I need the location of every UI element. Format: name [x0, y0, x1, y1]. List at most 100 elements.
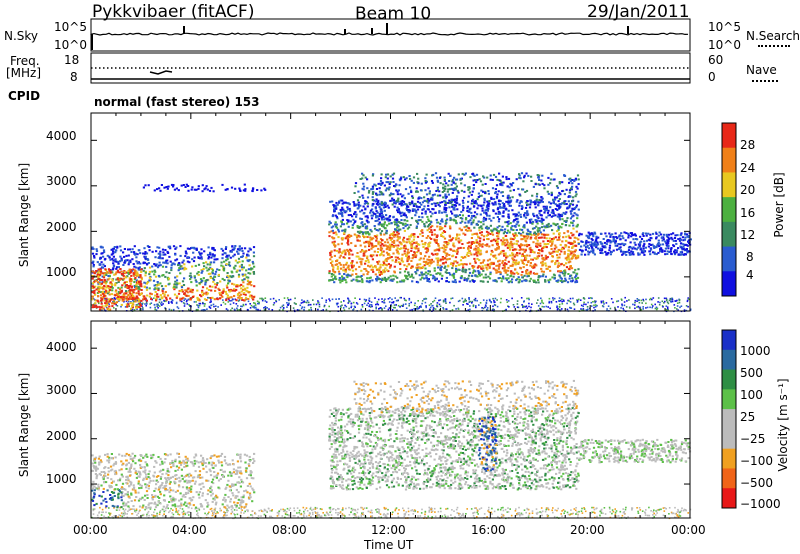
- power-cell-ground: [555, 301, 558, 303]
- power-cell-early: [177, 269, 180, 272]
- power-cell-upper: [568, 195, 571, 198]
- power-cell-main: [470, 221, 473, 224]
- power-cell-main: [488, 266, 491, 269]
- power-cell-red-early: [137, 300, 140, 303]
- power-cell-ground: [245, 303, 247, 306]
- power-cell-main: [411, 280, 414, 283]
- power-cell-main: [564, 277, 567, 280]
- power-cell-main: [515, 229, 518, 231]
- power-cell-main: [523, 244, 526, 247]
- power-cell-main: [339, 225, 342, 228]
- power-cell-main: [466, 251, 469, 254]
- power-cell-main: [354, 268, 358, 271]
- power-cell-main: [530, 258, 533, 261]
- power-cell-red-early: [114, 294, 117, 297]
- power-cell-main: [517, 224, 521, 227]
- power-cell-early: [227, 289, 231, 292]
- power-cell-ground: [496, 305, 499, 308]
- power-cell-main: [491, 230, 494, 233]
- power-cell-ground: [528, 305, 530, 308]
- power-cell-main: [452, 242, 455, 245]
- power-cell-upper: [501, 184, 504, 187]
- power-cell-main: [505, 278, 509, 281]
- power-cell-early: [117, 281, 120, 283]
- power-cell-main: [402, 236, 406, 239]
- power-cell-early: [252, 251, 255, 254]
- power-cell-early: [135, 266, 138, 269]
- power-cell-ground: [408, 299, 411, 301]
- power-cell-main: [533, 281, 536, 283]
- power-cell-early: [228, 261, 231, 264]
- power-cell-main: [481, 243, 484, 246]
- power-cell-main: [570, 232, 573, 234]
- power-cell-main: [477, 243, 481, 246]
- power-cell-main: [341, 277, 344, 280]
- power-cell-early: [103, 251, 106, 254]
- power-cell-ground: [157, 307, 159, 309]
- power-cell-main: [550, 240, 553, 243]
- power-cell-main: [390, 245, 393, 248]
- power-cell-upper: [501, 195, 505, 197]
- power-cell-main: [562, 272, 565, 275]
- power-cell-upper: [483, 197, 486, 200]
- power-cell-main: [568, 204, 571, 207]
- power-cell-main: [512, 253, 515, 256]
- power-cell-main: [359, 210, 362, 213]
- power-cell-main: [498, 230, 501, 233]
- power-cell-main: [385, 280, 388, 282]
- power-cell-main: [337, 270, 341, 273]
- power-cell-main: [474, 260, 477, 263]
- power-cell-ground: [626, 300, 628, 302]
- power-cell-upper: [530, 180, 533, 182]
- power-cell-main: [532, 220, 535, 223]
- power-cell-main: [331, 215, 334, 218]
- power-cell-ground: [543, 306, 545, 308]
- power-cell-red-early: [136, 305, 139, 308]
- power-cell-early: [206, 263, 209, 266]
- power-cell-ground: [231, 307, 233, 310]
- power-cell-red-early: [140, 289, 143, 291]
- power-cell-early: [181, 290, 184, 293]
- power-cell-early: [155, 297, 158, 300]
- power-cell-main: [503, 254, 506, 257]
- power-cell-ground: [212, 303, 215, 306]
- power-cell-ground: [482, 299, 485, 301]
- power-cell-main: [400, 204, 403, 207]
- power-cell-early: [159, 257, 162, 260]
- power-cell-ground: [242, 303, 245, 306]
- power-cell-ground: [516, 303, 519, 305]
- power-cell-main: [403, 264, 406, 267]
- power-cell-main: [570, 221, 573, 224]
- power-cell-main: [413, 251, 416, 254]
- power-cell-ground: [576, 300, 579, 302]
- power-cell-red-early: [93, 292, 96, 295]
- power-cell-ground: [390, 305, 393, 307]
- power-cell-main: [563, 232, 566, 235]
- power-cell-main: [350, 249, 353, 252]
- power-cell-main: [542, 245, 545, 248]
- power-cell-early: [143, 247, 146, 250]
- power-cell-main: [480, 273, 483, 276]
- power-cell-early: [158, 261, 161, 264]
- power-cell-early: [135, 260, 138, 263]
- power-cell-main: [328, 220, 331, 223]
- power-cell-ground: [625, 306, 628, 308]
- power-cell-main: [564, 213, 567, 215]
- power-cell-main: [492, 255, 495, 258]
- power-cell-main: [360, 231, 363, 233]
- power-cell-red-early: [140, 285, 143, 288]
- power-cell-ground: [621, 304, 623, 307]
- power-cell-early: [184, 255, 187, 258]
- power-cell-main: [426, 279, 429, 282]
- power-cell-early: [157, 252, 160, 255]
- power-cell-main: [545, 207, 548, 210]
- power-cell-main: [430, 221, 433, 224]
- power-cell-main: [396, 206, 399, 209]
- power-cell-ground: [506, 301, 509, 303]
- power-cell-ground: [552, 299, 555, 301]
- power-cell-main: [492, 262, 495, 265]
- power-cell-main: [563, 203, 566, 206]
- power-cell-ground: [338, 298, 340, 300]
- power-cell-main: [560, 250, 563, 253]
- power-cell-ground: [593, 300, 596, 302]
